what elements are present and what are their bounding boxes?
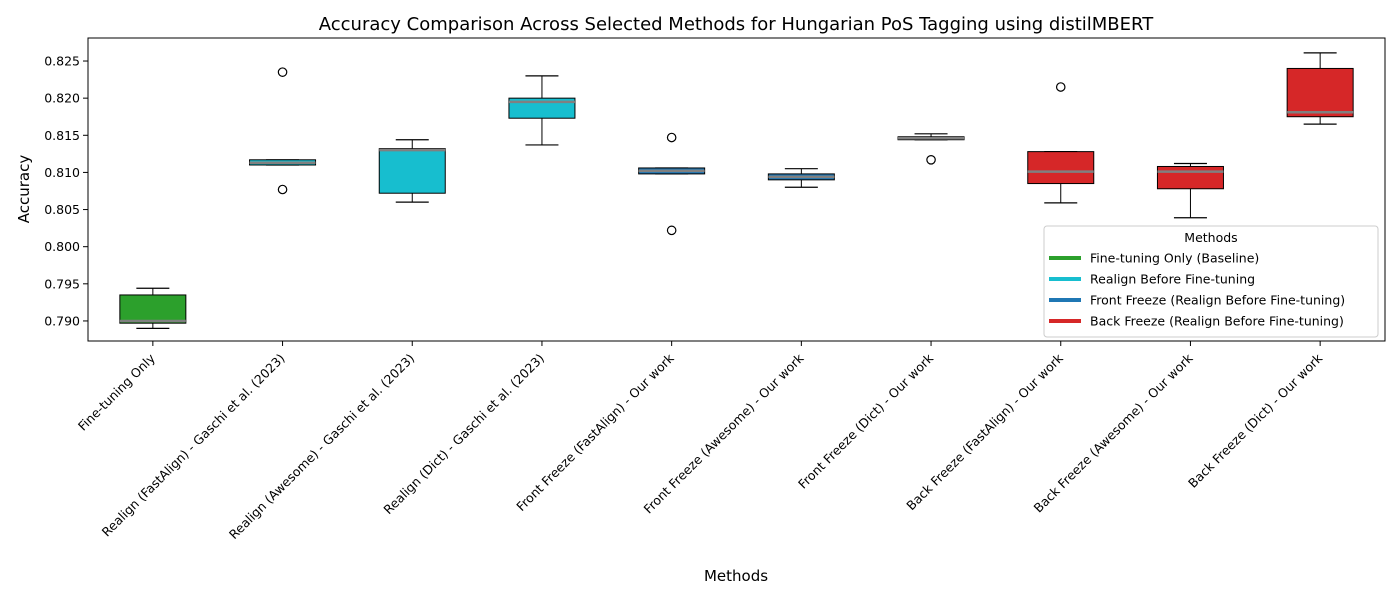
box-2	[249, 67, 317, 195]
box-3	[378, 139, 446, 203]
plot-frame	[87, 37, 1386, 342]
y-axis-label: Accuracy	[15, 155, 33, 224]
x-tick-label: Front Freeze (FastAlign) - Our work	[513, 350, 677, 514]
x-tick-label: Front Freeze (Dict) - Our work	[795, 350, 937, 492]
x-axis-label: Methods	[704, 567, 768, 585]
y-tick-label: 0.810	[44, 165, 80, 180]
x-tick-label: Back Freeze (Dict) - Our work	[1185, 350, 1326, 491]
box-5	[638, 132, 706, 236]
y-tick-label: 0.805	[44, 202, 80, 217]
box-body	[1027, 151, 1095, 185]
x-tick-label: Realign (Dict) - Gaschi et al. (2023)	[380, 351, 547, 518]
box-10	[1286, 52, 1354, 125]
box-body	[1286, 67, 1354, 118]
x-tick-label: Fine-tuning Only	[75, 350, 159, 434]
box-4	[508, 75, 576, 146]
outlier-point	[666, 225, 677, 236]
outlier-point	[1055, 82, 1066, 92]
x-tick-label: Back Freeze (FastAlign) - Our work	[903, 350, 1066, 513]
y-tick-label: 0.815	[44, 128, 80, 143]
legend-entry-label: Front Freeze (Realign Before Fine-tuning…	[1090, 293, 1345, 308]
chart-title: Accuracy Comparison Across Selected Meth…	[319, 14, 1154, 35]
y-tick-label: 0.800	[44, 239, 80, 254]
legend-frame	[1043, 225, 1379, 338]
y-tick-label: 0.825	[44, 54, 80, 69]
box-body	[119, 294, 187, 324]
box-6	[767, 168, 835, 188]
box-1	[119, 287, 187, 329]
x-tick-label: Front Freeze (Awesome) - Our work	[641, 350, 807, 516]
legend-entry-label: Back Freeze (Realign Before Fine-tuning)	[1090, 314, 1344, 329]
outlier-point	[277, 184, 288, 195]
legend-entry-label: Fine-tuning Only (Baseline)	[1090, 251, 1259, 266]
outlier-point	[666, 132, 677, 143]
outlier-point	[926, 154, 936, 165]
box-body	[378, 148, 446, 194]
x-tick-label: Back Freeze (Awesome) - Our work	[1031, 350, 1197, 516]
box-9	[1156, 162, 1224, 219]
box-7	[897, 133, 965, 165]
box-body	[508, 97, 576, 119]
box-8	[1027, 82, 1095, 204]
y-tick-label: 0.790	[44, 313, 80, 328]
y-tick-label: 0.820	[44, 91, 80, 106]
legend: Methods Fine-tuning Only (Baseline) Reali…	[1043, 225, 1379, 338]
legend-title: Methods	[1184, 230, 1237, 245]
outlier-point	[277, 67, 288, 77]
legend-entry-label: Realign Before Fine-tuning	[1090, 272, 1255, 287]
box-body	[1156, 165, 1224, 190]
y-tick-label: 0.795	[44, 276, 80, 291]
